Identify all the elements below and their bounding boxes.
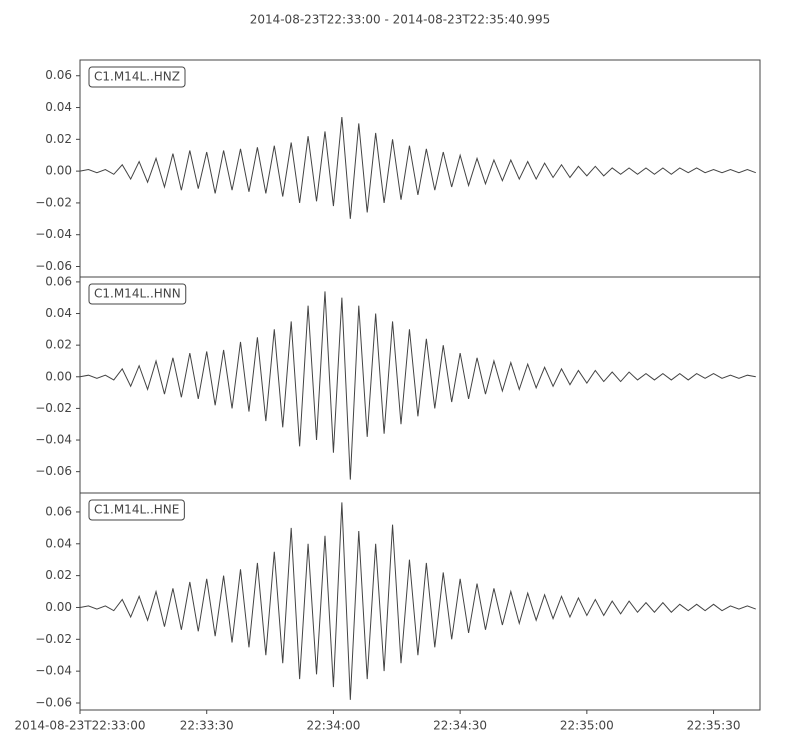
x-tick-label: 22:35:30 — [687, 719, 741, 733]
y-tick-label: −0.04 — [35, 664, 72, 678]
y-tick-label: −0.04 — [35, 433, 72, 447]
y-tick-label: 0.00 — [45, 164, 72, 178]
y-tick-label: −0.02 — [35, 195, 72, 209]
panel-frame — [79, 276, 761, 494]
y-tick-label: 0.00 — [45, 369, 72, 383]
y-tick-label: 0.00 — [45, 600, 72, 614]
x-tick-label: 22:35:00 — [560, 719, 614, 733]
y-tick-label: −0.04 — [35, 227, 72, 241]
x-tick-label: 2014-08-23T22:33:00 — [15, 719, 146, 733]
y-tick-label: 0.02 — [45, 568, 72, 582]
y-tick-label: 0.06 — [45, 504, 72, 518]
y-tick-label: −0.02 — [35, 632, 72, 646]
chart-title: 2014-08-23T22:33:00 - 2014-08-23T22:35:4… — [250, 13, 551, 27]
y-tick-label: −0.06 — [35, 464, 72, 478]
waveform — [79, 502, 756, 700]
x-tick-label: 22:34:30 — [433, 719, 487, 733]
panel-frame — [79, 59, 761, 278]
y-tick-label: 0.06 — [45, 68, 72, 82]
y-tick-label: −0.06 — [35, 695, 72, 709]
trace-label: C1.M14L..HNN — [94, 287, 181, 301]
trace-label-box — [88, 66, 186, 88]
trace-label-box — [88, 283, 187, 305]
waveform — [79, 117, 756, 219]
y-tick-label: 0.02 — [45, 338, 72, 352]
y-tick-label: −0.06 — [35, 259, 72, 273]
waveform — [79, 291, 756, 480]
y-tick-label: 0.06 — [45, 274, 72, 288]
panel-frame — [79, 492, 761, 711]
trace-label: C1.M14L..HNZ — [94, 70, 180, 84]
y-tick-label: −0.02 — [35, 401, 72, 415]
trace-label-box — [88, 499, 185, 521]
trace-label: C1.M14L..HNE — [94, 503, 179, 517]
y-tick-label: 0.04 — [45, 306, 72, 320]
y-tick-label: 0.04 — [45, 536, 72, 550]
y-tick-label: 0.04 — [45, 100, 72, 114]
y-tick-label: 0.02 — [45, 132, 72, 146]
x-tick-label: 22:34:00 — [306, 719, 360, 733]
x-tick-label: 22:33:30 — [180, 719, 234, 733]
